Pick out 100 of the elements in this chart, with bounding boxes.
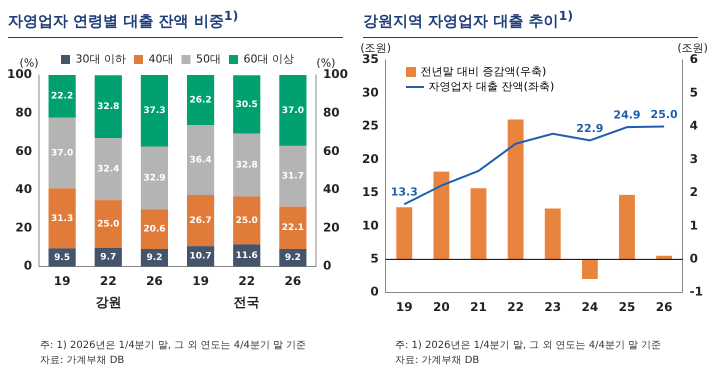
data-label: 37.0 [282, 106, 304, 116]
legend-label: 전년말 대비 증감액(우축) [420, 64, 546, 79]
data-label: 30.5 [236, 100, 258, 110]
y-tick-label: 35 [362, 52, 379, 66]
bar [94, 248, 122, 267]
y2-tick-label: 6 [690, 52, 698, 66]
data-label: 22.9 [576, 122, 604, 135]
text: 자료: 가계부채 DB [395, 355, 480, 366]
y-tick-label: 25 [362, 118, 379, 133]
x-tick-label: 23 [544, 300, 562, 314]
x-tick-label: 19 [54, 274, 70, 288]
data-label: 32.8 [97, 102, 120, 112]
bar [233, 134, 260, 196]
data-label: 32.4 [97, 164, 120, 174]
y-tick-label: 80 [15, 105, 32, 120]
y2-tick-label: 80 [322, 105, 340, 120]
bar [233, 196, 260, 244]
x-tick-label: 26 [656, 300, 672, 314]
data-label: 32.9 [143, 173, 166, 184]
bar [48, 118, 76, 188]
bar [233, 75, 260, 134]
x-tick-label: 26 [284, 274, 302, 288]
data-label: 24.9 [613, 108, 641, 122]
chart-title: 강원지역 자영업자 대출 추이$^{1)}$ [363, 8, 698, 38]
y-tick-label: 0 [370, 284, 379, 299]
y-tick-label: 20 [362, 152, 379, 166]
bar [582, 259, 598, 279]
bar [48, 75, 76, 118]
y-axis-title: (%) [20, 56, 39, 70]
text: 강원 [95, 295, 122, 310]
y2-tick-label: 5 [690, 85, 698, 100]
y-tick-label: 10 [362, 218, 379, 232]
text: 자료: 가계부채 DB [40, 355, 124, 366]
legend-label: 30대 이하 [76, 52, 126, 66]
bar [470, 188, 486, 260]
y-axis-title: (조원) [360, 41, 391, 54]
data-label: 26.2 [189, 95, 212, 106]
legend-label: 60대 이상 [243, 52, 294, 66]
bar [94, 75, 122, 138]
x-tick-label: 25 [618, 300, 636, 314]
data-label: 37.3 [143, 106, 166, 116]
y2-axis-title: (조원) [677, 41, 708, 54]
data-label: 36.4 [189, 155, 212, 166]
y-tick-label: 0 [24, 258, 32, 273]
data-label: 22.1 [282, 223, 304, 234]
bar [279, 75, 306, 146]
data-label: 31.3 [51, 214, 74, 224]
data-label: 9.5 [54, 252, 70, 263]
y-tick-label: 15 [362, 185, 379, 200]
chart-title: 자영업자 연령별 대출 잔액 비중$^{1)}$ [8, 8, 343, 38]
y-tick-label: 100 [6, 67, 32, 82]
x-tick-label: 24 [582, 300, 598, 314]
x-tick-label: 26 [146, 274, 163, 288]
data-label: 22.2 [51, 92, 74, 102]
bar [396, 207, 412, 260]
y-tick-label: 40 [15, 182, 32, 196]
bar [433, 172, 450, 260]
data-label: 31.7 [282, 172, 304, 182]
text: 주: 1) 2026년은 1/4분기 말, 그 외 연도는 4/4분기 말 기준 [395, 340, 662, 351]
x-tick-label: 19 [396, 300, 413, 314]
data-label: 25.0 [650, 108, 678, 121]
bar [94, 200, 122, 248]
bar [48, 188, 76, 248]
x-tick-label: 22 [238, 274, 256, 288]
y-tick-label: 60 [15, 144, 32, 158]
y2-axis-title: (%) [316, 56, 336, 70]
bar [186, 75, 214, 126]
y2-tick-label: 100 [322, 67, 348, 82]
text: 전국 [234, 295, 260, 310]
bar [140, 210, 168, 249]
data-label: 13.3 [390, 186, 418, 199]
bar [140, 75, 168, 146]
y2-tick-label: 0 [690, 251, 698, 266]
bar [140, 146, 168, 210]
data-label: 9.7 [100, 252, 116, 263]
y-tick-label: 20 [15, 220, 32, 234]
bar [186, 125, 214, 195]
y2-tick-label: 0 [322, 258, 332, 273]
y2-tick-label: 3 [690, 152, 698, 166]
x-tick-label: 20 [433, 300, 450, 314]
x-tick-label: 19 [192, 274, 209, 288]
legend-label: 40대 [148, 52, 174, 66]
y2-tick-label: 4 [690, 118, 698, 133]
x-tick-label: 21 [470, 300, 487, 314]
bar [279, 146, 306, 207]
y2-tick-label: 20 [322, 220, 340, 234]
bar [186, 194, 214, 246]
x-tick-label: 22 [100, 274, 117, 288]
data-label: 9.2 [284, 253, 301, 264]
data-label: 25.0 [236, 216, 258, 226]
data-label: 10.7 [189, 252, 212, 262]
data-label: 25.0 [97, 219, 120, 230]
y-tick-label: 5 [370, 251, 379, 266]
data-label: 32.8 [236, 160, 258, 170]
bar [94, 138, 122, 200]
bar [508, 119, 524, 260]
y2-tick-label: 40 [322, 182, 340, 196]
y2-tick-label: 1 [690, 218, 698, 232]
text: 주: 1) 2026년은 1/4분기 말, 그 외 연도는 4/4분기 말 기준 [40, 340, 306, 351]
y2-tick-label: -1 [690, 284, 704, 299]
